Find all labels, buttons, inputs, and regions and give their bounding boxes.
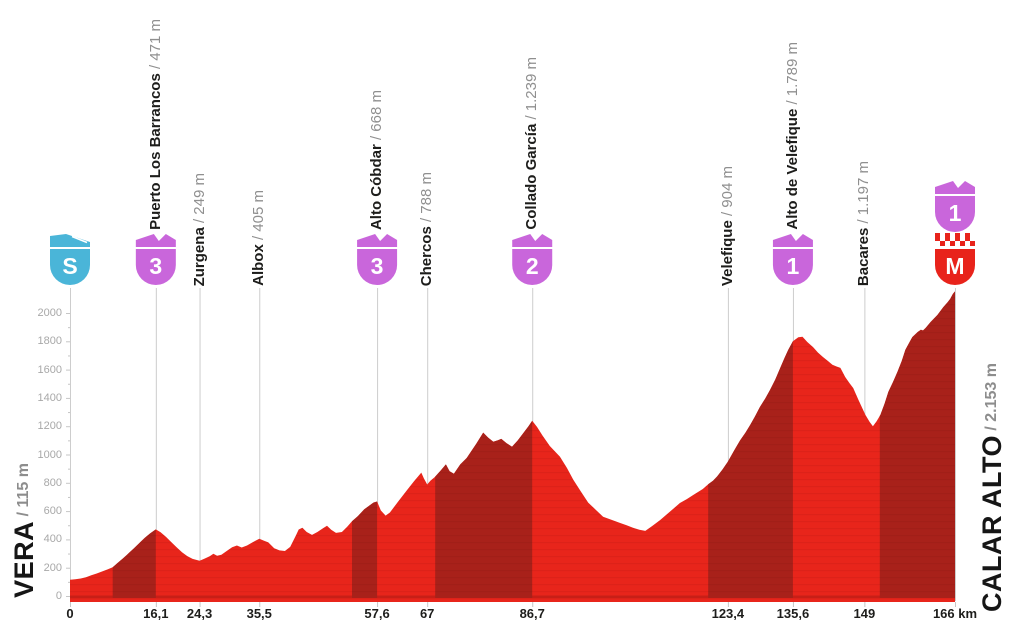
category-badge: 3 (357, 234, 398, 285)
badge-letter: 2 (526, 253, 539, 279)
badge-letter: 3 (149, 253, 162, 279)
category-badge: 1 (935, 181, 975, 232)
category-badge: 1 (772, 234, 813, 285)
profile-texture (70, 291, 955, 602)
finish-badge: M (935, 233, 975, 285)
start-badge: S (50, 234, 90, 285)
start-name: VERA (9, 520, 39, 598)
finish-altitude: / 2.153 m (983, 362, 1000, 436)
badge-letter: 3 (371, 253, 384, 279)
start-location-label: VERA / 115 m (8, 463, 40, 598)
badge-letter: 1 (949, 200, 962, 226)
category-badge: 2 (512, 234, 553, 285)
badges-layer: S 3 3 2 1 M 1 (50, 181, 975, 285)
badge-letter: M (945, 253, 964, 279)
badge-letter: S (62, 253, 77, 279)
finish-name: CALAR ALTO (977, 435, 1007, 612)
profile-layer (70, 291, 955, 602)
badge-letter: 1 (787, 253, 800, 279)
category-badge: 3 (135, 234, 176, 285)
start-altitude: / 115 m (15, 463, 32, 521)
finish-location-label: CALAR ALTO / 2.153 m (976, 363, 1008, 612)
